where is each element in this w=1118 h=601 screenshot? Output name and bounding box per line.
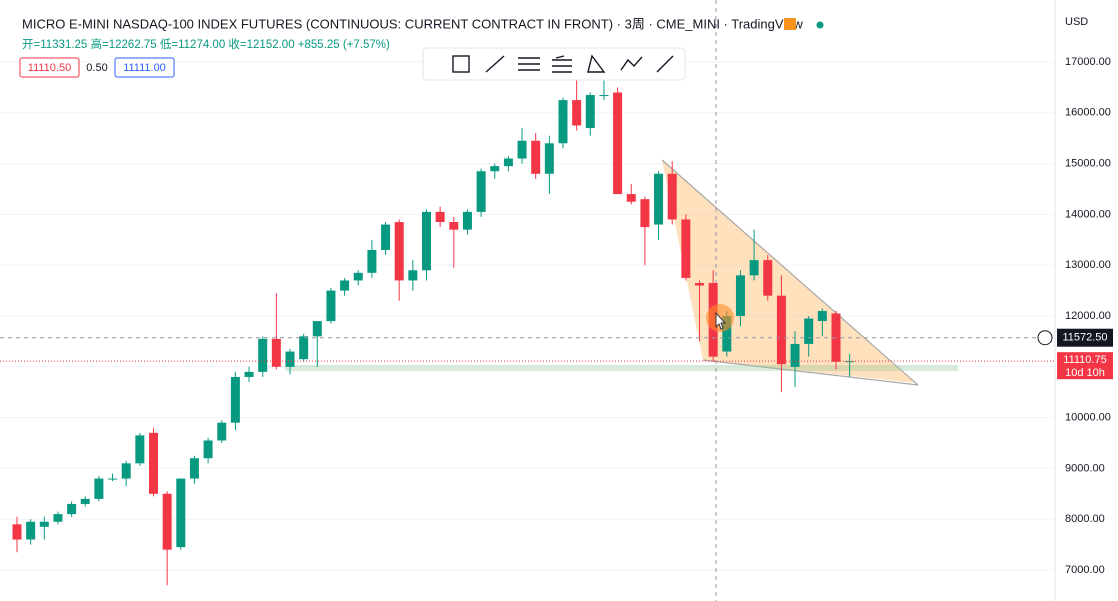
y-tick-label: 12000.00 (1065, 310, 1111, 322)
y-tick-label: 13000.00 (1065, 259, 1111, 271)
y-tick-label: 14000.00 (1065, 208, 1111, 220)
drawing-toolbar (422, 47, 686, 81)
candle-body (749, 260, 759, 276)
spread: 0.50 (86, 62, 107, 74)
candle-body (517, 140, 527, 159)
support-zone (285, 365, 958, 371)
flag-icon (784, 18, 796, 30)
candle-body (312, 321, 322, 337)
candle-body (53, 514, 63, 522)
candle-body (613, 92, 623, 195)
candle-body (422, 211, 431, 271)
candle-body (189, 458, 199, 479)
candle-body (367, 249, 377, 273)
candle-body (763, 260, 773, 296)
candle-body (817, 310, 827, 322)
countdown-label: 10d 10h (1065, 367, 1105, 379)
candle-body (585, 95, 595, 129)
candle-body (408, 270, 418, 281)
candle-body (162, 493, 172, 550)
crosshair-label-bg (1057, 328, 1113, 347)
path-tool[interactable] (620, 56, 643, 71)
cursor (715, 311, 727, 330)
bid-box[interactable] (19, 57, 80, 78)
bid-price: 11110.50 (28, 62, 71, 74)
candle-body (695, 282, 704, 286)
candle-body (299, 336, 309, 360)
ask-price: 11111.00 (123, 62, 166, 74)
candle-body (776, 295, 786, 365)
candle-body (230, 376, 240, 423)
candle-body (544, 143, 554, 174)
candle-body (394, 222, 404, 281)
triangle-tool[interactable] (587, 54, 606, 73)
toolbar-bg (422, 47, 686, 81)
candle-body (572, 100, 582, 126)
candle-body (654, 173, 664, 225)
candle-body (94, 478, 104, 499)
y-tick-label: 8000.00 (1065, 513, 1105, 525)
candle-body (681, 219, 691, 278)
crosshair-label: 11572.50 (1062, 332, 1107, 344)
candle-body (39, 521, 49, 527)
last-price-bg (1057, 352, 1113, 380)
candle-body (26, 521, 36, 540)
y-tick-label: 16000.00 (1065, 107, 1111, 119)
candle-body (531, 140, 541, 174)
ohlc-values: 开=11331.25 高=12262.75 低=11274.00 收=12152… (22, 37, 390, 51)
candle-body (340, 280, 350, 291)
ask-box[interactable] (114, 57, 175, 78)
candle-body (804, 318, 814, 344)
candle-body (476, 171, 486, 212)
candle-body (326, 290, 336, 322)
candle-body (12, 524, 22, 540)
candle-body (244, 371, 254, 377)
last-price-label: 11110.75 (1063, 354, 1106, 366)
currency[interactable]: USD (1065, 16, 1088, 28)
add-alert[interactable] (1037, 330, 1053, 346)
fib-tool[interactable] (518, 57, 540, 71)
line-tool[interactable] (656, 55, 674, 73)
status-dot (816, 21, 824, 29)
candle-body (640, 199, 650, 228)
candle-body (599, 95, 609, 97)
candle-body (667, 173, 677, 220)
y-tick-label: 17000.00 (1065, 56, 1111, 68)
candle-body (135, 435, 145, 464)
candle-body (203, 440, 213, 459)
candle-body (285, 351, 295, 367)
channel-tool[interactable] (552, 55, 572, 73)
candle-body (626, 194, 636, 202)
candle-body (490, 166, 500, 172)
triangle-edge (702, 359, 919, 386)
candle-body (381, 224, 391, 250)
candle-body (217, 422, 227, 441)
candle-body (271, 338, 281, 367)
candle-body (149, 432, 158, 494)
candle-body (558, 100, 568, 144)
y-tick-label: 15000.00 (1065, 158, 1111, 170)
candle-body (80, 498, 90, 504)
trend-tool[interactable] (485, 55, 505, 73)
candle-body (121, 463, 131, 479)
chart-title: MICRO E-MINI NASDAQ-100 INDEX FUTURES (C… (22, 16, 803, 31)
y-tick-label: 7000.00 (1065, 564, 1105, 576)
candle-body (67, 503, 77, 515)
rect-tool[interactable] (452, 55, 470, 73)
candle-body (108, 478, 118, 480)
candle-body (435, 211, 445, 223)
triangle-edge (661, 159, 919, 386)
y-tick-label: 9000.00 (1065, 462, 1105, 474)
candle-body (462, 211, 472, 230)
y-tick-label: 10000.00 (1065, 412, 1111, 424)
candle-body (353, 272, 363, 281)
candle-body (790, 343, 800, 367)
candle-body (258, 338, 268, 372)
candle-body (735, 275, 745, 316)
candle-body (722, 316, 732, 352)
candle-body (449, 222, 459, 230)
candle-body (503, 158, 513, 167)
candle-body (176, 478, 186, 548)
